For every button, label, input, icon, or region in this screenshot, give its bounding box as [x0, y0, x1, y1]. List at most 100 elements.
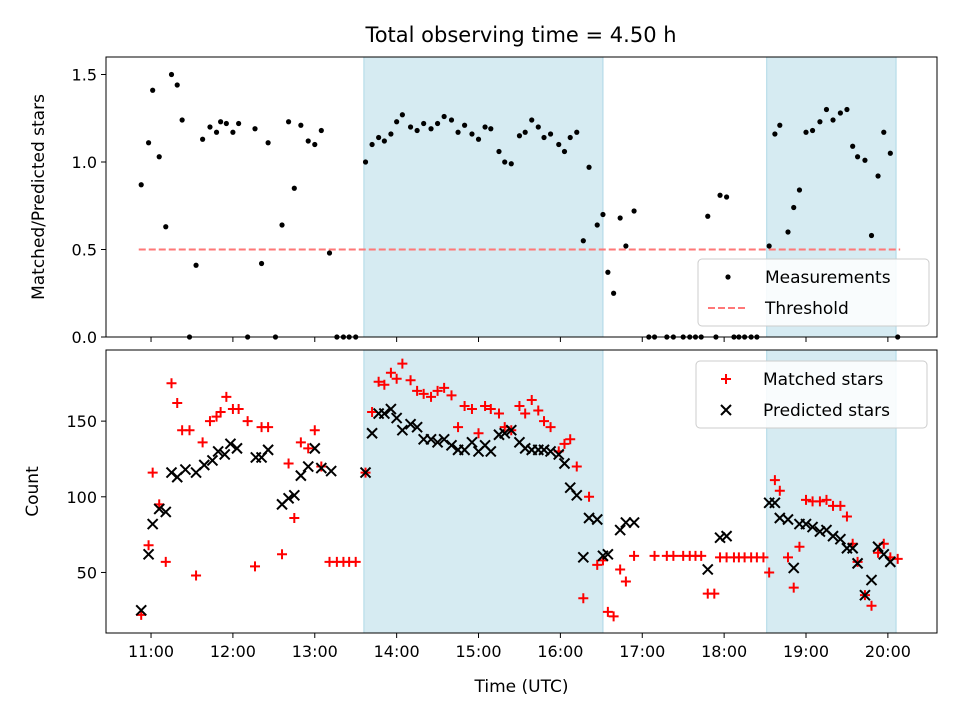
predicted-stars-point	[219, 448, 231, 461]
predicted-stars-point	[782, 513, 794, 526]
matched-stars-point	[147, 467, 158, 478]
measurement-point	[611, 290, 617, 296]
measurement-point	[441, 113, 447, 120]
predicted-stars-point	[366, 427, 378, 439]
measurement-point	[265, 140, 271, 146]
matched-stars-point	[385, 367, 396, 378]
measurement-point	[448, 117, 455, 123]
predicted-stars-point	[142, 548, 155, 561]
matched-stars-point	[289, 512, 300, 523]
x-tick-label: 18:00	[701, 642, 747, 661]
predicted-stars-point	[800, 518, 812, 530]
matched-stars-point	[649, 550, 660, 561]
measurement-point	[213, 129, 220, 135]
matched-stars-point	[466, 404, 477, 415]
matched-stars-point	[520, 408, 531, 419]
predicted-stars-point	[769, 497, 781, 509]
measurement-point	[567, 134, 573, 141]
measurement-point	[326, 250, 333, 256]
legend-label: Measurements	[765, 268, 891, 288]
counts-panel: 50 100 150 11:00 12:00 13:00 14:00 15:00 16:00 17…	[23, 349, 938, 697]
measurement-point	[561, 148, 568, 155]
measurement-point	[717, 192, 723, 198]
measurement-point	[586, 164, 592, 170]
predicted-stars-point	[179, 463, 192, 476]
predicted-stars-point	[827, 530, 839, 542]
x-tick-label: 13:00	[292, 642, 338, 661]
x-tick-label: 17:00	[619, 642, 665, 661]
y-tick-label: 0.0	[72, 328, 97, 347]
measurement-point	[723, 194, 730, 200]
measurement-point	[291, 185, 297, 191]
matched-stars-point	[539, 416, 550, 427]
legend-label: Threshold	[764, 299, 849, 319]
matched-stars-point	[565, 434, 576, 445]
x-tick-label: 14:00	[374, 642, 420, 661]
matched-stars-point	[397, 358, 408, 369]
measurement-point	[193, 262, 199, 268]
predicted-stars-point	[231, 442, 243, 455]
measurement-point	[574, 129, 580, 135]
matched-stars-point	[533, 405, 544, 416]
matched-stars-point	[559, 438, 570, 449]
matched-stars-point	[405, 375, 416, 386]
legend-box	[695, 360, 928, 429]
observing-interval-0	[363, 56, 604, 338]
matched-stars-point	[769, 475, 780, 486]
matched-stars-point	[277, 549, 288, 560]
measurement-point	[223, 120, 229, 127]
predicted-stars-point	[378, 407, 391, 420]
matched-stars-point	[316, 461, 327, 472]
x-tick-label: 20:00	[865, 642, 911, 661]
measurement-point	[830, 117, 836, 123]
measurement-point	[381, 138, 387, 144]
matched-stars-point	[668, 550, 679, 561]
measurement-point	[138, 182, 144, 188]
matched-stars-point	[459, 400, 470, 411]
measurement-point	[791, 204, 797, 211]
measurement-point	[837, 110, 843, 116]
y-tick-label: 50	[77, 563, 97, 582]
matched-stars-point	[166, 378, 177, 389]
matched-stars-point	[426, 391, 437, 402]
predicted-stars-point	[851, 557, 864, 570]
measurement-point	[174, 82, 180, 88]
y-tick-label: 0.5	[72, 241, 97, 260]
predicted-stars-point	[571, 489, 583, 501]
matched-stars-point	[608, 611, 619, 622]
matched-stars-point	[821, 494, 832, 505]
axes-frame	[105, 349, 938, 634]
measurement-point	[772, 131, 778, 137]
predicted-stars-point	[212, 445, 224, 458]
measurement-point	[156, 154, 162, 160]
predicted-stars-point	[872, 541, 884, 553]
measurement-point	[777, 122, 783, 128]
matched-stars-point	[453, 422, 464, 433]
predicted-stars-point	[558, 457, 571, 470]
measurement-point	[594, 222, 600, 228]
measurement-point	[388, 131, 394, 137]
measurement-point	[605, 269, 611, 275]
matched-stars-point	[852, 556, 863, 567]
matched-stars-point	[197, 437, 208, 448]
predicted-stars-point	[485, 445, 497, 458]
matched-stars-point	[391, 373, 402, 384]
predicted-stars-point	[411, 421, 423, 433]
matched-stars-point	[303, 443, 314, 454]
predicted-stars-point	[288, 489, 301, 501]
matched-stars-point	[309, 425, 320, 436]
matched-stars-point	[584, 491, 595, 502]
legend-marker-matched	[721, 374, 731, 384]
measurement-point	[529, 117, 535, 123]
measurement-point	[516, 133, 523, 139]
matched-stars-point	[578, 593, 589, 604]
matched-stars-point	[841, 511, 852, 522]
matched-stars-point	[526, 394, 537, 405]
measurement-point	[207, 124, 213, 130]
matched-stars-point	[373, 376, 384, 387]
matched-stars-point	[788, 582, 799, 593]
observing-interval-0	[363, 349, 604, 634]
measurement-point	[230, 129, 236, 135]
measurement-point	[600, 211, 606, 218]
